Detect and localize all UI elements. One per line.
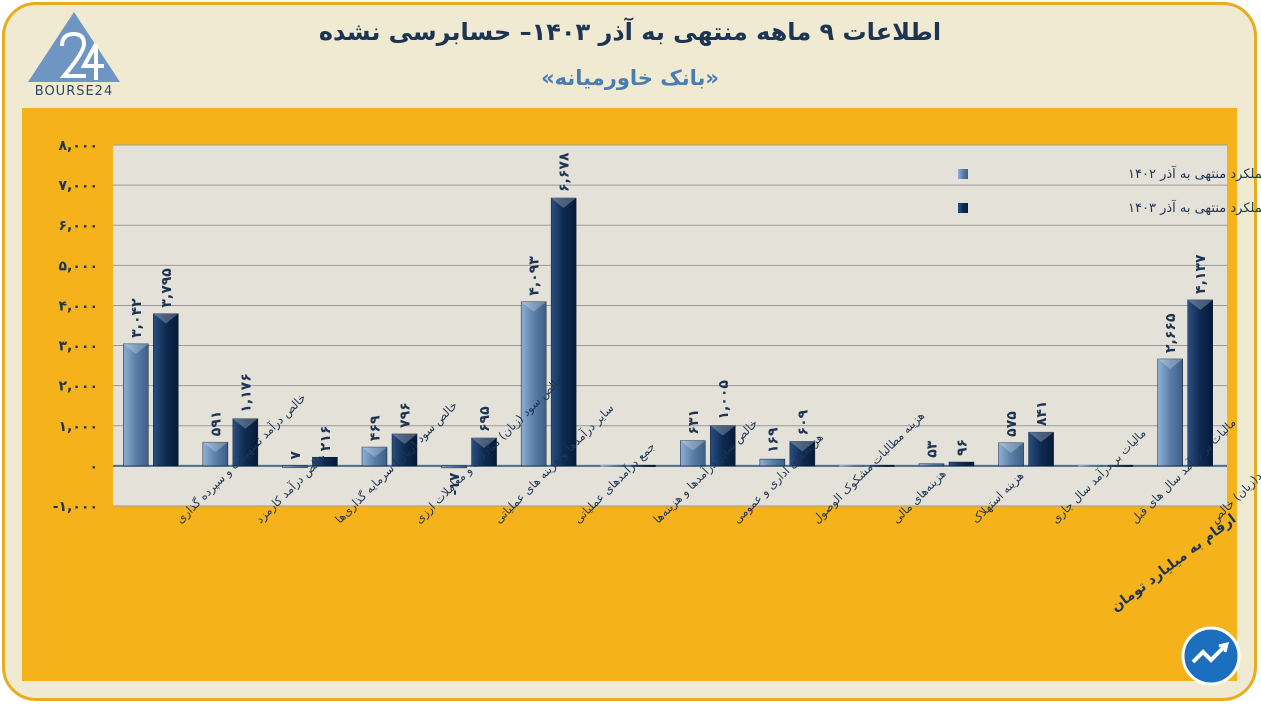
y-tick-label: ۱,۰۰۰ xyxy=(59,419,99,435)
bar-cap xyxy=(710,425,736,436)
bar-data-label: ۱,۱۷۶ xyxy=(238,373,254,413)
bar-cap xyxy=(153,313,179,324)
bar-1403 xyxy=(789,441,816,467)
bar-data-label: ۶۰۹ xyxy=(795,409,811,435)
bar-1403 xyxy=(710,425,736,467)
legend-label-1403: عملکرد منتهی به آذر ۱۴۰۳ xyxy=(1128,199,1261,216)
y-tick-label: -۱,۰۰۰ xyxy=(53,499,98,515)
bar-1403 xyxy=(869,464,895,467)
bar-data-label: ۶,۶۷۸ xyxy=(557,152,573,192)
bar-cap xyxy=(232,418,258,429)
bar-1403 xyxy=(471,437,497,467)
bar-1403 xyxy=(391,433,418,467)
bar-1403 xyxy=(1187,299,1213,467)
bar-data-label: ۷۹۶ xyxy=(398,402,414,428)
bar-cap xyxy=(998,442,1024,453)
bar-1403 xyxy=(153,313,179,467)
bar-1403 xyxy=(1028,431,1054,467)
bar-data-label: ۱,۰۰۵ xyxy=(716,380,732,420)
y-tick-label: ۲,۰۰۰ xyxy=(59,379,99,395)
bar-data-label: -۱۷ xyxy=(447,472,463,495)
bar-cap xyxy=(1157,358,1183,369)
bar-cap xyxy=(362,447,387,458)
page-title: اطلاعات ۹ ماهه منتهی به آذر ۱۴۰۳– حسابرس… xyxy=(318,18,942,46)
bar-cap xyxy=(123,343,149,354)
logo-text: BOURSE24 xyxy=(34,84,114,99)
bar-cap xyxy=(521,301,547,312)
y-tick-label: ۵,۰۰۰ xyxy=(59,258,99,274)
trend-badge-icon xyxy=(1181,626,1241,686)
bar-1403 xyxy=(232,418,259,467)
bar-data-label: ۴۶۹ xyxy=(368,415,384,441)
bar-data-label: ۴,۱۳۷ xyxy=(1193,254,1209,294)
bar-1403 xyxy=(312,456,338,467)
bar-1402 xyxy=(918,463,945,467)
bourse24-logo-icon xyxy=(28,12,120,82)
bar-1402 xyxy=(282,465,308,468)
bar-data-label: ۵۹۱ xyxy=(208,411,224,437)
page-subtitle: «بانک خاورمیانه» xyxy=(541,66,719,90)
bar-data-label: ۵۳ xyxy=(925,440,941,458)
bar-1403 xyxy=(948,461,975,467)
bar-1402 xyxy=(759,458,786,467)
legend-swatch-1402 xyxy=(958,169,968,179)
bar-1402 xyxy=(361,446,388,467)
y-tick-label: ۸,۰۰۰ xyxy=(59,138,99,154)
bar-data-label: ۸۴۱ xyxy=(1034,401,1050,427)
bar-1402 xyxy=(520,301,547,467)
bar-cap xyxy=(202,442,228,453)
bar-1402 xyxy=(123,343,149,467)
legend-swatch-1403 xyxy=(958,203,968,213)
bar-cap xyxy=(551,198,577,209)
bar-1402 xyxy=(680,440,706,467)
y-tick-label: ۰ xyxy=(89,459,98,475)
bar-cap xyxy=(1187,299,1213,310)
bar-1402 xyxy=(839,464,865,467)
bar-cap xyxy=(1028,432,1054,443)
bar-1402 xyxy=(1078,464,1104,467)
bar-1402 xyxy=(998,442,1024,467)
bar-cap xyxy=(680,440,706,451)
y-tick-label: ۶,۰۰۰ xyxy=(59,218,99,234)
bar-cap xyxy=(789,441,815,452)
bar-data-label: ۵۷۵ xyxy=(1004,411,1020,437)
legend-label-1402: عملکرد منتهی به آذر ۱۴۰۲ xyxy=(1128,165,1261,182)
bar-data-label: ۷ xyxy=(288,451,304,460)
y-tick-label: ۷,۰۰۰ xyxy=(59,178,99,194)
bar-data-label: ۳,۰۴۲ xyxy=(129,298,145,338)
plot-area xyxy=(113,145,1227,506)
bar-1402 xyxy=(202,441,229,467)
bar-1403 xyxy=(1108,464,1134,467)
bar-data-label: ۶۳۱ xyxy=(686,409,702,435)
y-tick-label: ۳,۰۰۰ xyxy=(59,339,99,355)
bar-data-label: ۲۱۶ xyxy=(318,426,334,452)
bar-1403 xyxy=(550,197,577,467)
bar-data-label: ۹۶ xyxy=(955,439,971,456)
bar-cap xyxy=(471,438,497,449)
bar-data-label: ۴,۰۹۳ xyxy=(527,256,543,296)
bar-data-label: ۲,۶۶۵ xyxy=(1163,313,1179,353)
bar-data-label: ۱۶۹ xyxy=(765,427,781,453)
y-tick-label: ۴,۰۰۰ xyxy=(59,298,99,314)
bar-data-label: ۶۹۵ xyxy=(477,406,493,432)
bar-1402 xyxy=(600,464,626,467)
bar-data-label: ۳,۷۹۵ xyxy=(159,268,175,308)
bar-1402 xyxy=(441,465,467,469)
bar-1402 xyxy=(1157,358,1183,467)
bar-1403 xyxy=(630,464,656,467)
bar-cap xyxy=(392,433,417,444)
